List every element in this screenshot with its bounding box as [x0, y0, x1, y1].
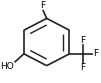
Text: HO: HO: [0, 62, 14, 71]
Text: F: F: [80, 36, 85, 45]
Text: F: F: [93, 49, 98, 58]
Text: F: F: [80, 63, 85, 72]
Text: F: F: [41, 1, 46, 10]
